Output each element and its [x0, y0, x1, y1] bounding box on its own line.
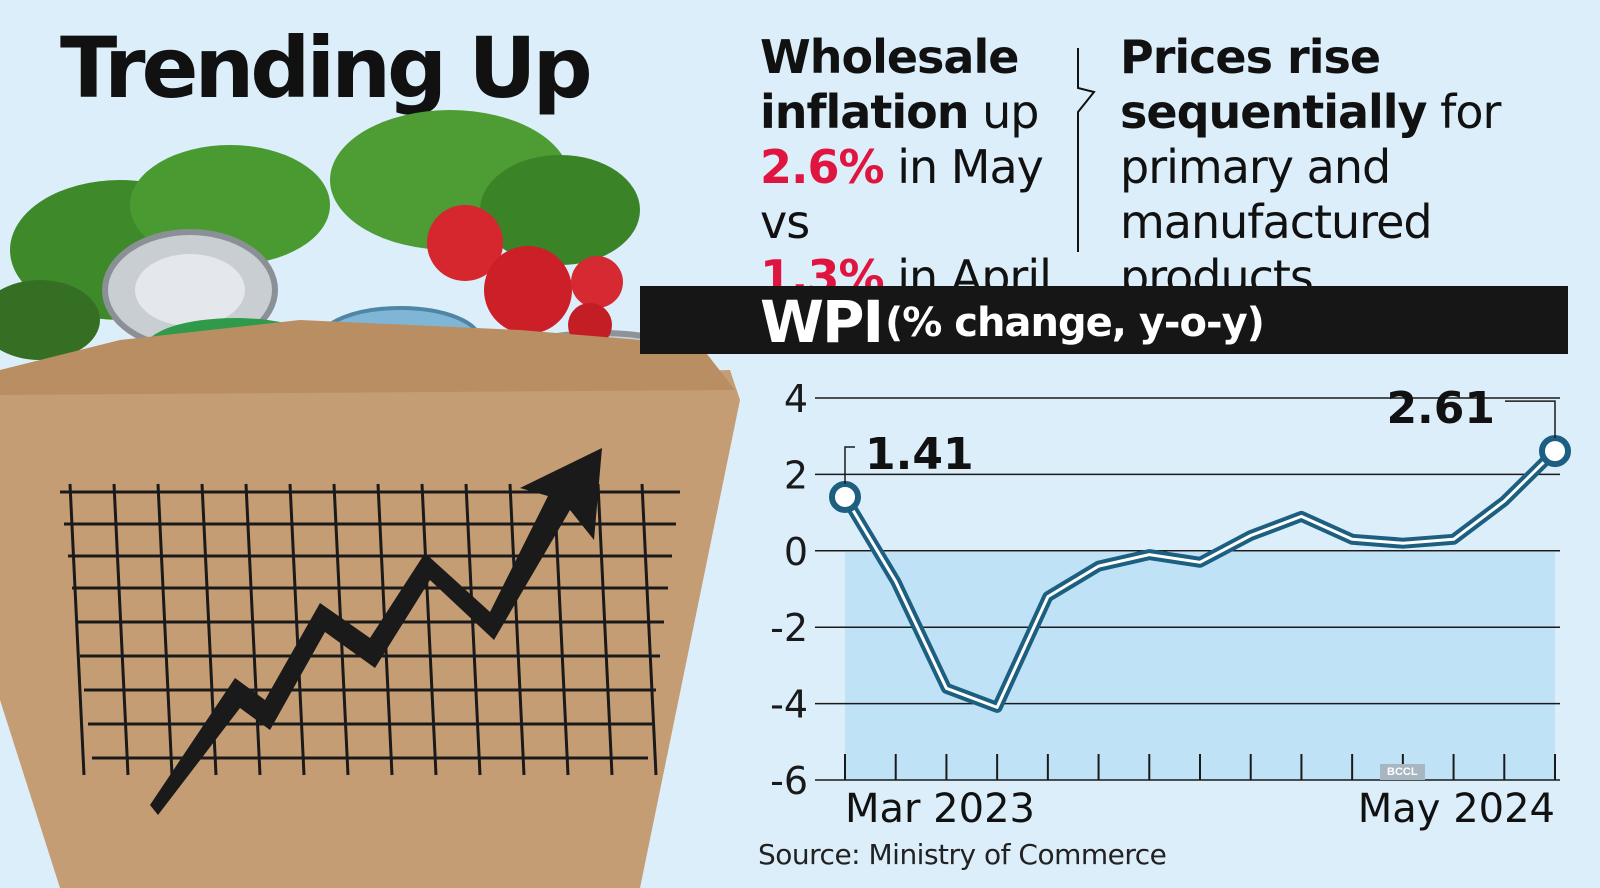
bag-grid-vline: [508, 483, 526, 776]
radish-icon: [427, 205, 623, 347]
y-tick-label: -4: [770, 683, 808, 727]
bag-grid-vline: [464, 483, 482, 776]
bag-grid-vline: [68, 483, 86, 776]
chart-subtitle: (% change, y-o-y): [885, 300, 1265, 346]
blurb-right-line2-bold: sequentially: [1120, 85, 1428, 139]
bag-grid-vline: [244, 483, 262, 776]
paper-bag: [0, 370, 740, 888]
bag-grid-vline: [420, 483, 438, 776]
y-tick-label: -6: [770, 759, 808, 803]
annotation-leader: [1505, 400, 1556, 439]
series-line-highlight: [843, 449, 1557, 709]
bag-grid-vline: [288, 483, 306, 776]
data-point-marker: [829, 480, 861, 513]
headline: Trending Up: [60, 19, 593, 117]
y-tick-label: 4: [784, 377, 808, 421]
rising-arrow-icon: [150, 448, 602, 815]
bag-grid-vline: [112, 483, 130, 776]
blurb-left-line2-bold: inflation: [760, 85, 969, 139]
data-label: 1.41: [865, 429, 974, 480]
may-inflation-value: 2.6%: [760, 140, 885, 194]
bag-grid-vline: [596, 483, 614, 776]
blurb-right-line1: Prices rise: [1120, 30, 1381, 84]
blurb-right-line2-rest: for: [1426, 85, 1501, 139]
blurb-divider: [1077, 48, 1096, 252]
blurb-left-line3-rest: in May vs: [760, 140, 1044, 249]
credit-badge: BCCL: [1380, 764, 1425, 780]
blurb-left-line2-rest: up: [968, 85, 1039, 139]
negative-area: [845, 552, 1555, 780]
chart-header-bar: WPI (% change, y-o-y): [640, 286, 1568, 356]
source-note: Source: Ministry of Commerce: [758, 838, 1167, 871]
grocery-bag-illustration: [0, 110, 740, 888]
bag-grid-vline: [156, 483, 174, 776]
x-tick-label: Mar 2023: [845, 786, 1035, 832]
bag-grid-vline: [640, 483, 658, 776]
y-tick-label: -2: [770, 606, 808, 650]
x-tick-label: May 2024: [1358, 786, 1555, 832]
blurb-right-line3: primary and: [1120, 140, 1391, 194]
blurb-left-line1: Wholesale: [760, 30, 1019, 84]
y-tick-label: 2: [784, 453, 808, 497]
y-tick-label: 0: [784, 530, 808, 574]
bag-grid: [60, 483, 680, 776]
data-label: 2.61: [1386, 383, 1495, 434]
data-point-marker: [1539, 435, 1571, 468]
annotation-leader: [844, 446, 855, 484]
chart-title: WPI: [760, 288, 884, 356]
